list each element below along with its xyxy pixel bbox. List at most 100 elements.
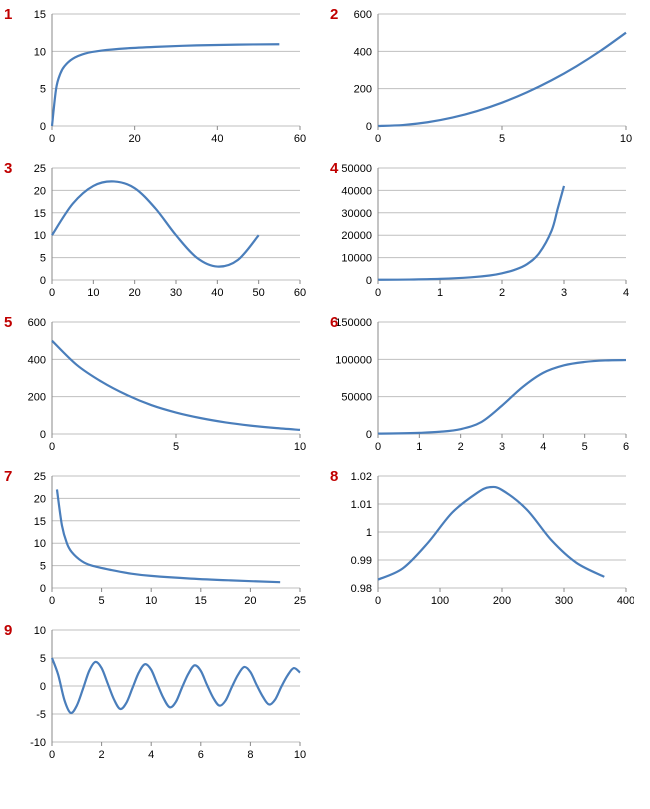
chart-4: 0100002000030000400005000001234 bbox=[334, 162, 634, 302]
y-tick-label: 10 bbox=[34, 625, 46, 637]
y-tick-label: 0 bbox=[366, 275, 372, 287]
x-tick-label: 0 bbox=[375, 441, 381, 453]
x-tick-label: 3 bbox=[561, 287, 567, 299]
y-tick-label: 10000 bbox=[341, 253, 372, 265]
x-tick-label: 20 bbox=[129, 287, 141, 299]
chart-2: 02004006000510 bbox=[334, 8, 634, 148]
y-tick-label: 30000 bbox=[341, 208, 372, 220]
x-tick-label: 1 bbox=[437, 287, 443, 299]
chart-number-label: 9 bbox=[4, 622, 12, 639]
chart-6: 0500001000001500000123456 bbox=[334, 316, 634, 456]
y-tick-label: 5 bbox=[40, 561, 46, 573]
y-tick-label: 10 bbox=[34, 46, 46, 58]
chart-cell-8: 80.980.9911.011.020100200300400 bbox=[334, 470, 642, 610]
x-tick-label: 10 bbox=[294, 441, 306, 453]
chart-cell-2: 202004006000510 bbox=[334, 8, 642, 148]
y-tick-label: 200 bbox=[28, 392, 46, 404]
y-tick-label: 25 bbox=[34, 163, 46, 175]
chart-cell-1: 10510150204060 bbox=[8, 8, 316, 148]
chart-1: 0510150204060 bbox=[8, 8, 308, 148]
y-tick-label: 40000 bbox=[341, 185, 372, 197]
x-tick-label: 6 bbox=[623, 441, 629, 453]
x-tick-label: 60 bbox=[294, 287, 306, 299]
x-tick-label: 0 bbox=[49, 287, 55, 299]
y-tick-label: 1 bbox=[366, 527, 372, 539]
x-tick-label: 10 bbox=[620, 133, 632, 145]
chart-number-label: 8 bbox=[330, 468, 338, 485]
y-tick-label: 0.98 bbox=[351, 583, 372, 595]
series-line bbox=[52, 341, 300, 430]
x-tick-label: 400 bbox=[617, 595, 634, 607]
x-tick-label: 40 bbox=[211, 287, 223, 299]
x-tick-label: 2 bbox=[499, 287, 505, 299]
x-tick-label: 200 bbox=[493, 595, 511, 607]
y-tick-label: 0 bbox=[40, 429, 46, 441]
y-tick-label: 1.02 bbox=[351, 471, 372, 483]
y-tick-label: 25 bbox=[34, 471, 46, 483]
y-tick-label: 0.99 bbox=[351, 555, 372, 567]
y-tick-label: 5 bbox=[40, 84, 46, 96]
chart-cell-9: 9-10-505100246810 bbox=[8, 624, 316, 764]
y-tick-label: 0 bbox=[40, 275, 46, 287]
y-tick-label: 600 bbox=[28, 317, 46, 329]
chart-number-label: 6 bbox=[330, 314, 338, 331]
chart-3: 05101520250102030405060 bbox=[8, 162, 308, 302]
y-tick-label: 400 bbox=[354, 46, 372, 58]
y-tick-label: 10 bbox=[34, 538, 46, 550]
y-tick-label: 5 bbox=[40, 653, 46, 665]
x-tick-label: 60 bbox=[294, 133, 306, 145]
y-tick-label: 200 bbox=[354, 84, 372, 96]
chart-cell-7: 705101520250510152025 bbox=[8, 470, 316, 610]
series-line bbox=[378, 487, 604, 580]
chart-8: 0.980.9911.011.020100200300400 bbox=[334, 470, 634, 610]
x-tick-label: 0 bbox=[49, 749, 55, 761]
chart-cell-5: 502004006000510 bbox=[8, 316, 316, 456]
chart-number-label: 1 bbox=[4, 6, 12, 23]
chart-number-label: 7 bbox=[4, 468, 12, 485]
y-tick-label: 0 bbox=[40, 681, 46, 693]
y-tick-label: -5 bbox=[36, 709, 46, 721]
chart-number-label: 5 bbox=[4, 314, 12, 331]
x-tick-label: 0 bbox=[49, 133, 55, 145]
y-tick-label: 50000 bbox=[341, 163, 372, 175]
x-tick-label: 25 bbox=[294, 595, 306, 607]
y-tick-label: 15 bbox=[34, 516, 46, 528]
y-tick-label: 0 bbox=[366, 429, 372, 441]
x-tick-label: 40 bbox=[211, 133, 223, 145]
series-line bbox=[378, 33, 626, 126]
x-tick-label: 1 bbox=[416, 441, 422, 453]
x-tick-label: 0 bbox=[49, 595, 55, 607]
chart-number-label: 3 bbox=[4, 160, 12, 177]
x-tick-label: 30 bbox=[170, 287, 182, 299]
x-tick-label: 5 bbox=[582, 441, 588, 453]
x-tick-label: 10 bbox=[87, 287, 99, 299]
y-tick-label: 20 bbox=[34, 493, 46, 505]
series-line bbox=[52, 181, 259, 266]
chart-9: -10-505100246810 bbox=[8, 624, 308, 764]
x-tick-label: 0 bbox=[375, 133, 381, 145]
y-tick-label: 600 bbox=[354, 9, 372, 21]
x-tick-label: 20 bbox=[244, 595, 256, 607]
x-tick-label: 10 bbox=[294, 749, 306, 761]
x-tick-label: 15 bbox=[195, 595, 207, 607]
x-tick-label: 2 bbox=[458, 441, 464, 453]
x-tick-label: 5 bbox=[173, 441, 179, 453]
x-tick-label: 5 bbox=[499, 133, 505, 145]
x-tick-label: 0 bbox=[49, 441, 55, 453]
x-tick-label: 0 bbox=[375, 287, 381, 299]
x-tick-label: 2 bbox=[99, 749, 105, 761]
y-tick-label: 15 bbox=[34, 9, 46, 21]
y-tick-label: 20000 bbox=[341, 230, 372, 242]
series-line bbox=[57, 489, 280, 582]
chart-number-label: 4 bbox=[330, 160, 338, 177]
chart-cell-3: 305101520250102030405060 bbox=[8, 162, 316, 302]
y-tick-label: 100000 bbox=[335, 354, 372, 366]
series-line bbox=[378, 186, 564, 280]
x-tick-label: 300 bbox=[555, 595, 573, 607]
series-line bbox=[52, 44, 279, 126]
y-tick-label: 150000 bbox=[335, 317, 372, 329]
chart-number-label: 2 bbox=[330, 6, 338, 23]
y-tick-label: 0 bbox=[40, 583, 46, 595]
x-tick-label: 10 bbox=[145, 595, 157, 607]
x-tick-label: 100 bbox=[431, 595, 449, 607]
